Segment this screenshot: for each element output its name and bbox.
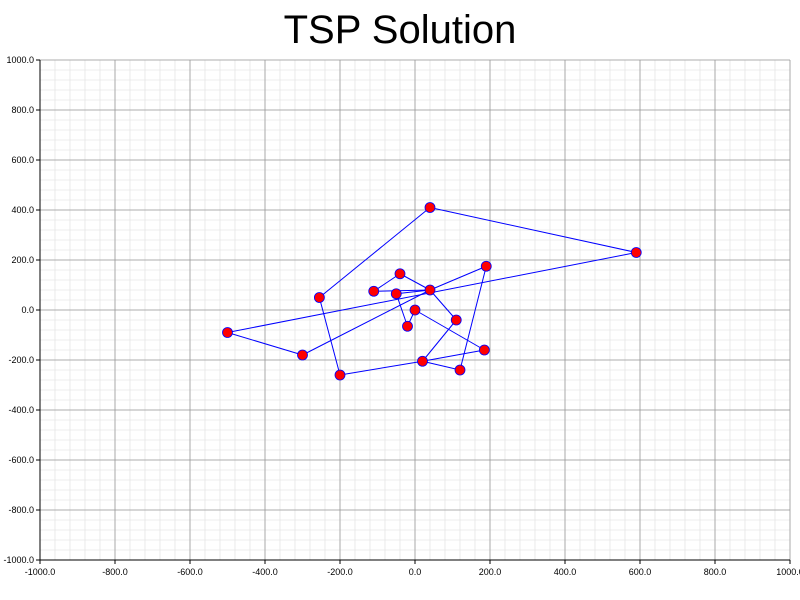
route-segment xyxy=(414,309,485,351)
x-tick-label: -200.0 xyxy=(327,567,353,577)
x-tick-label: -1000.0 xyxy=(25,567,56,577)
route-segment xyxy=(422,319,457,362)
route-segment xyxy=(399,273,431,291)
route-segment xyxy=(459,266,487,371)
y-tick-label: -1000.0 xyxy=(3,555,34,565)
x-tick-label: 0.0 xyxy=(409,567,422,577)
route-segment xyxy=(396,289,431,295)
axes xyxy=(36,59,791,564)
y-tick-label: -800.0 xyxy=(8,505,34,515)
route-segment xyxy=(373,289,431,292)
chart-title: TSP Solution xyxy=(283,8,517,52)
y-tick-label: 800.0 xyxy=(11,105,34,115)
y-tick-label: 0.0 xyxy=(21,305,34,315)
city-point xyxy=(222,327,233,338)
x-tick-label: 1000.0 xyxy=(776,567,800,577)
tick-labels: -1000.0 -800.0 -600.0 -400.0 -200.0 0.0 200.0 4… xyxy=(3,55,800,577)
grid xyxy=(39,59,791,561)
route-segment xyxy=(422,360,461,371)
city-point xyxy=(297,349,308,361)
y-tick-label: 200.0 xyxy=(11,255,34,265)
route-segment xyxy=(339,360,423,376)
y-tick-label: -400.0 xyxy=(8,405,34,415)
city-point xyxy=(480,260,492,272)
city-point xyxy=(409,304,421,316)
route-segment xyxy=(429,207,637,253)
x-tick-label: 800.0 xyxy=(704,567,727,577)
route-segment xyxy=(429,289,457,321)
cities xyxy=(222,202,642,381)
city-point xyxy=(478,344,490,356)
x-tick-label: -800.0 xyxy=(102,567,128,577)
x-tick-label: 200.0 xyxy=(479,567,502,577)
x-tick-label: 400.0 xyxy=(554,567,577,577)
y-tick-label: -600.0 xyxy=(8,455,34,465)
city-point xyxy=(424,284,436,296)
route-segment xyxy=(227,332,303,356)
route-segment xyxy=(395,293,408,327)
city-point xyxy=(402,320,413,332)
city-point xyxy=(454,364,466,376)
city-point xyxy=(390,288,402,300)
y-tick-label: 1000.0 xyxy=(6,55,34,65)
y-tick-label: -200.0 xyxy=(8,355,34,365)
route-segment xyxy=(302,289,431,356)
y-tick-label: 400.0 xyxy=(11,205,34,215)
city-point xyxy=(368,285,380,297)
city-point xyxy=(313,292,325,303)
city-point xyxy=(394,268,406,280)
x-tick-label: 600.0 xyxy=(629,567,652,577)
x-tick-label: -600.0 xyxy=(177,567,203,577)
city-point xyxy=(417,355,428,367)
city-point xyxy=(630,247,642,258)
x-tick-label: -400.0 xyxy=(252,567,278,577)
city-point xyxy=(334,369,346,381)
city-point xyxy=(450,314,462,326)
route-segment xyxy=(422,349,485,362)
route-segment xyxy=(429,265,487,291)
city-point xyxy=(424,202,436,213)
route-segment xyxy=(318,297,341,376)
y-tick-label: 600.0 xyxy=(11,155,34,165)
route-segment xyxy=(319,207,431,298)
